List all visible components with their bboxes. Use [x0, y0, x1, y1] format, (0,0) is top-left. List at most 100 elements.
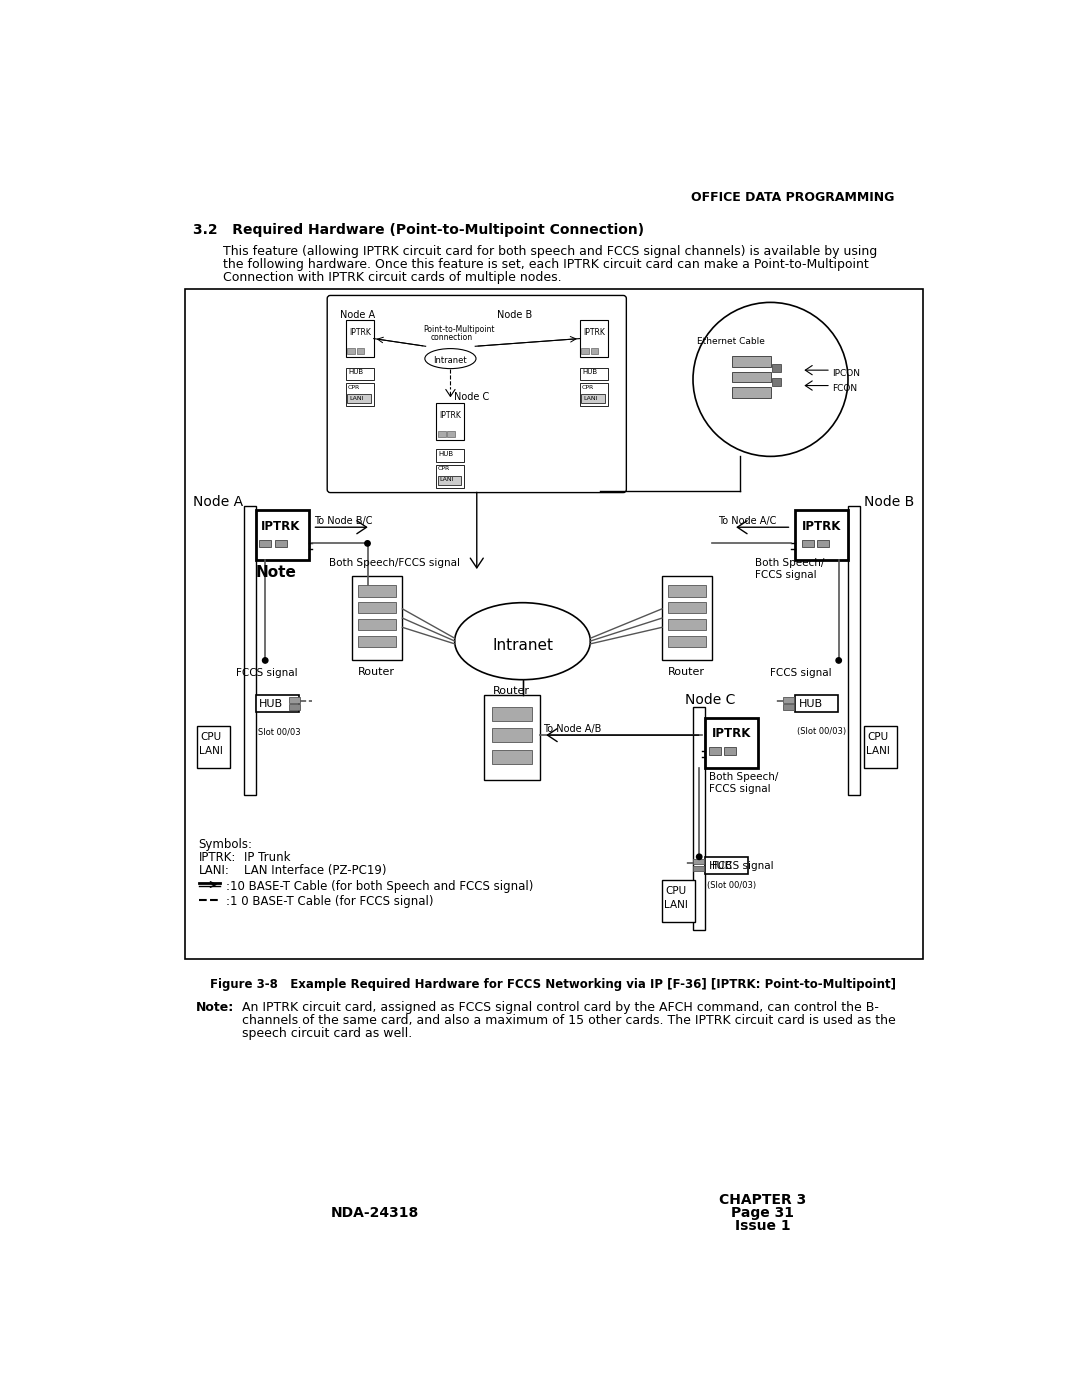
Text: (Slot 00/03): (Slot 00/03): [707, 882, 756, 890]
Bar: [708, 747, 721, 756]
Bar: [772, 365, 781, 372]
Text: NDA-24318: NDA-24318: [332, 1206, 419, 1220]
Bar: [438, 432, 446, 437]
Text: Intranet: Intranet: [433, 356, 468, 366]
Bar: [732, 372, 770, 383]
Bar: [580, 367, 608, 380]
Bar: [436, 404, 464, 440]
Circle shape: [693, 302, 848, 457]
Bar: [243, 507, 256, 795]
Bar: [436, 465, 464, 488]
Bar: [732, 387, 770, 398]
Text: Node C: Node C: [685, 693, 735, 707]
Text: speech circuit card as well.: speech circuit card as well.: [242, 1027, 413, 1039]
Bar: [662, 576, 713, 661]
Text: Node C: Node C: [455, 393, 489, 402]
Text: HUB: HUB: [348, 369, 363, 376]
Bar: [693, 859, 704, 865]
Text: CPU: CPU: [867, 732, 889, 742]
Bar: [783, 704, 794, 710]
Text: IP Trunk: IP Trunk: [243, 851, 291, 865]
Text: To Node B/C: To Node B/C: [314, 517, 373, 527]
Text: :1 0 BASE-T Cable (for FCCS signal): :1 0 BASE-T Cable (for FCCS signal): [226, 895, 433, 908]
Text: Node A: Node A: [193, 495, 243, 509]
Bar: [705, 718, 758, 768]
Bar: [669, 585, 706, 597]
Text: Both Speech/
FCCS signal: Both Speech/ FCCS signal: [710, 773, 779, 793]
Text: Connection with IPTRK circuit cards of multiple nodes.: Connection with IPTRK circuit cards of m…: [222, 271, 562, 284]
Bar: [436, 450, 464, 462]
Text: An IPTRK circuit card, assigned as FCCS signal control card by the AFCH command,: An IPTRK circuit card, assigned as FCCS …: [242, 1000, 879, 1014]
Text: LANI: LANI: [866, 746, 890, 756]
Bar: [491, 728, 531, 742]
Text: IPTRK: IPTRK: [349, 328, 370, 337]
Bar: [348, 394, 370, 404]
Bar: [864, 726, 896, 768]
Text: HUB: HUB: [438, 451, 454, 457]
Text: (Slot 00/03): (Slot 00/03): [797, 728, 846, 736]
Bar: [346, 367, 374, 380]
Text: Note: Note: [256, 564, 297, 580]
Text: This feature (allowing IPTRK circuit card for both speech and FCCS signal channe: This feature (allowing IPTRK circuit car…: [222, 244, 877, 257]
Text: Figure 3-8   Example Required Hardware for FCCS Networking via IP [F-36] [IPTRK:: Figure 3-8 Example Required Hardware for…: [211, 978, 896, 990]
Bar: [186, 289, 923, 960]
Text: HUB: HUB: [259, 698, 283, 708]
Bar: [491, 750, 531, 764]
Bar: [274, 539, 287, 548]
Bar: [591, 348, 598, 353]
Bar: [669, 636, 706, 647]
Bar: [801, 539, 814, 548]
Text: CPR: CPR: [581, 384, 594, 390]
Bar: [693, 707, 705, 930]
Text: IPTRK: IPTRK: [583, 328, 605, 337]
Bar: [772, 377, 781, 386]
Bar: [795, 696, 838, 712]
Circle shape: [836, 658, 841, 664]
Text: CPR: CPR: [438, 467, 450, 471]
Text: IPTRK:: IPTRK:: [199, 851, 235, 865]
Bar: [491, 707, 531, 721]
Text: IPTRK: IPTRK: [260, 520, 300, 532]
Text: HUB: HUB: [582, 369, 597, 376]
Bar: [693, 866, 704, 872]
Bar: [484, 696, 540, 780]
Bar: [348, 348, 355, 353]
FancyBboxPatch shape: [327, 295, 626, 493]
Text: channels of the same card, and also a maximum of 15 other cards. The IPTRK circu: channels of the same card, and also a ma…: [242, 1014, 895, 1027]
Text: Slot 00/03: Slot 00/03: [258, 728, 301, 736]
Text: Note:: Note:: [195, 1000, 233, 1014]
Bar: [581, 394, 605, 404]
Text: :10 BASE-T Cable (for both Speech and FCCS signal): :10 BASE-T Cable (for both Speech and FC…: [226, 880, 534, 893]
Text: Both Speech/FCCS signal: Both Speech/FCCS signal: [328, 557, 460, 569]
Text: CPU: CPU: [665, 886, 686, 895]
Circle shape: [262, 658, 268, 664]
Text: Ethernet Cable: Ethernet Cable: [697, 337, 765, 346]
Text: Router: Router: [669, 666, 705, 676]
Text: IPCON: IPCON: [833, 369, 861, 377]
Bar: [580, 383, 608, 407]
Bar: [848, 507, 861, 795]
Text: connection: connection: [431, 334, 473, 342]
Text: Intranet: Intranet: [492, 637, 553, 652]
Text: CHAPTER 3: CHAPTER 3: [719, 1193, 807, 1207]
Bar: [289, 697, 300, 703]
Ellipse shape: [424, 349, 476, 369]
Bar: [724, 747, 737, 756]
Text: Router: Router: [359, 666, 395, 676]
Text: FCON: FCON: [833, 384, 858, 393]
Bar: [438, 475, 461, 485]
Bar: [669, 602, 706, 613]
Text: FCCS signal: FCCS signal: [770, 668, 832, 678]
Text: Symbols:: Symbols:: [199, 838, 253, 851]
Text: LANI: LANI: [440, 478, 454, 482]
Text: FCCS signal: FCCS signal: [235, 668, 297, 678]
Bar: [783, 697, 794, 703]
Bar: [346, 383, 374, 407]
Bar: [359, 585, 396, 597]
Bar: [662, 880, 694, 922]
Bar: [256, 696, 298, 712]
Bar: [580, 320, 608, 358]
Text: IPTRK: IPTRK: [801, 520, 841, 532]
Bar: [705, 856, 748, 873]
Text: Node B: Node B: [497, 310, 532, 320]
